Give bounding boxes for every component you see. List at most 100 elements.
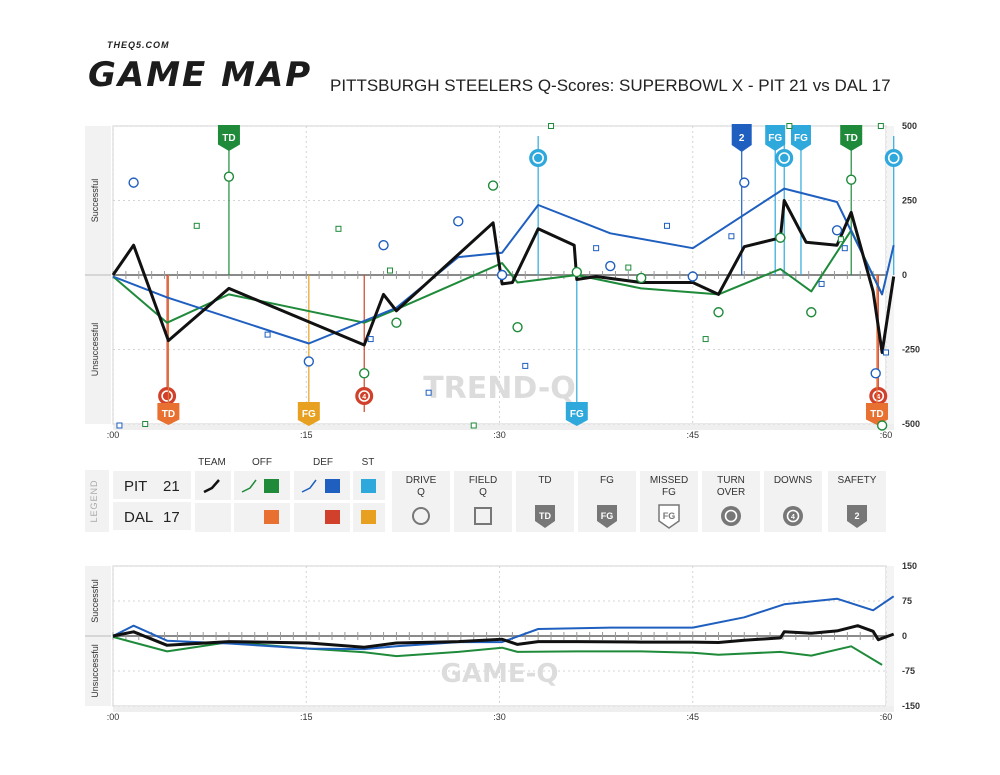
- legend-opp-defense-swatch: [325, 510, 340, 524]
- drive-q-marker: [303, 356, 315, 367]
- fg-shield-icon: [597, 505, 617, 528]
- fg-shield-icon-label: FG: [570, 409, 584, 420]
- td-shield-icon-label: TD: [845, 133, 858, 144]
- field-q-marker: [786, 123, 793, 129]
- square-icon: [474, 507, 492, 525]
- missed-fg-shield-icon-label: FG: [663, 511, 676, 521]
- fg-shield-icon: FG: [765, 125, 786, 151]
- legend-column-header: ST: [362, 457, 375, 468]
- td-shield-icon: TD: [865, 403, 888, 425]
- fg-shield-icon-label: FG: [794, 133, 808, 144]
- downs-icon-ring: [872, 390, 885, 402]
- ylabel-unsuccessful: Unsuccessful: [90, 323, 100, 377]
- field-q-marker: [841, 245, 848, 252]
- turnover-icon: [529, 149, 548, 167]
- drive-q-marker: [605, 260, 616, 272]
- safety-shield-icon: [847, 505, 867, 528]
- legend-item-label: Q: [479, 487, 487, 498]
- downs-icon-disc: [869, 387, 888, 405]
- legend-item-downs: DOWNS 4: [764, 471, 822, 532]
- legend-team-line: [203, 479, 220, 494]
- td-shield-icon-shape: [865, 403, 888, 425]
- turnover-icon-ring: [532, 152, 544, 164]
- drive-q-marker: [359, 368, 370, 379]
- watermark: TREND-Q: [423, 371, 576, 406]
- legend-item-label: SAFETY: [838, 475, 877, 486]
- drive-q-marker: [806, 307, 817, 318]
- fg-shield-icon-shape: [297, 402, 320, 426]
- legend-team-abbr: DAL: [124, 509, 153, 526]
- td-shield-icon-shape: [157, 403, 180, 425]
- downs-icon: 4: [869, 387, 888, 405]
- legend-swatch-cell: [195, 503, 231, 532]
- y-tick-label: -75: [902, 666, 915, 676]
- fg-shield-icon-label: FG: [302, 409, 316, 420]
- ylabel-unsuccessful: Unsuccessful: [90, 644, 100, 698]
- legend-team-score: 17: [163, 509, 180, 526]
- drive-q-marker: [687, 271, 698, 282]
- drive-q-marker: [739, 177, 750, 188]
- x-tick-label: :45: [686, 712, 699, 722]
- y-tick-label: 250: [902, 196, 917, 206]
- fg-shield-icon-shape: [565, 402, 588, 426]
- y-tick-label: 0: [902, 631, 907, 641]
- field-q-marker: [877, 123, 884, 129]
- missed-fg-shield-icon: [658, 504, 680, 529]
- y-tick-label: 75: [902, 596, 912, 606]
- legend-team-cell: [113, 502, 191, 530]
- fg-shield-icon-shape: [790, 125, 811, 151]
- drive-q-marker: [846, 174, 857, 185]
- drive-q-marker: [223, 171, 235, 182]
- legend-item-label: DRIVE: [406, 475, 437, 486]
- watermark: GAME-Q: [441, 659, 559, 689]
- safety-shield-icon: 2: [731, 124, 752, 152]
- field-q-marker: [883, 349, 889, 356]
- legend-side-panel: [85, 470, 109, 532]
- y-tick-label: -500: [902, 419, 920, 429]
- legend-column-header: DEF: [313, 457, 333, 468]
- legend-item-td-shield: TD TD: [516, 471, 574, 532]
- turnover-icon: [158, 387, 177, 405]
- y-tick-label: -150: [902, 701, 920, 711]
- field-q-marker: [663, 222, 670, 229]
- legend-label: LEGEND: [89, 479, 99, 522]
- legend-item-label: MISSED: [650, 475, 688, 486]
- legend-item-label: DOWNS: [774, 475, 813, 486]
- right-band: [886, 126, 894, 424]
- field-q-marker: [386, 267, 393, 274]
- chart-trend-q: Successful Unsuccessful:00:15:30:45:60 500…: [85, 121, 920, 440]
- drive-q-marker: [391, 317, 402, 328]
- downs-icon: [783, 506, 803, 526]
- turnover-icon-ring: [778, 152, 791, 164]
- fg-shield-icon-label: FG: [601, 511, 614, 521]
- field-q-marker: [193, 222, 200, 229]
- field-q-marker: [142, 421, 149, 427]
- legend-offense-line: [241, 479, 257, 493]
- chart-game-q: Successful Unsuccessful:00:15:30:45:60 150…: [85, 561, 920, 722]
- field-q-marker: [264, 331, 271, 338]
- field-q-marker: [335, 225, 342, 232]
- legend-special-teams-swatch: [361, 479, 376, 493]
- drive-q-marker: [775, 232, 786, 243]
- legend-swatch-cell: [294, 503, 350, 532]
- downs-icon-label: 4: [876, 394, 880, 401]
- x-tick-label: :00: [107, 712, 120, 722]
- legend-column-header: TEAM: [198, 457, 226, 468]
- drive-q-marker: [713, 307, 724, 318]
- field-q-marker: [548, 123, 555, 129]
- drive-q-marker: [487, 180, 499, 191]
- x-tick-label: :60: [880, 430, 893, 440]
- field-q-marker: [728, 233, 735, 240]
- downs-icon: 4: [355, 387, 374, 405]
- turnover-icon-ring: [887, 152, 900, 164]
- legend-team-cell: [113, 471, 191, 499]
- turnover-icon-disc: [529, 149, 548, 167]
- fg-shield-icon: FG: [565, 402, 588, 426]
- field-q-marker: [116, 422, 123, 429]
- legend-item-label: Q: [417, 487, 425, 498]
- x-tick-label: :00: [107, 430, 120, 440]
- legend-item-fg-shield: FG FG: [578, 471, 636, 532]
